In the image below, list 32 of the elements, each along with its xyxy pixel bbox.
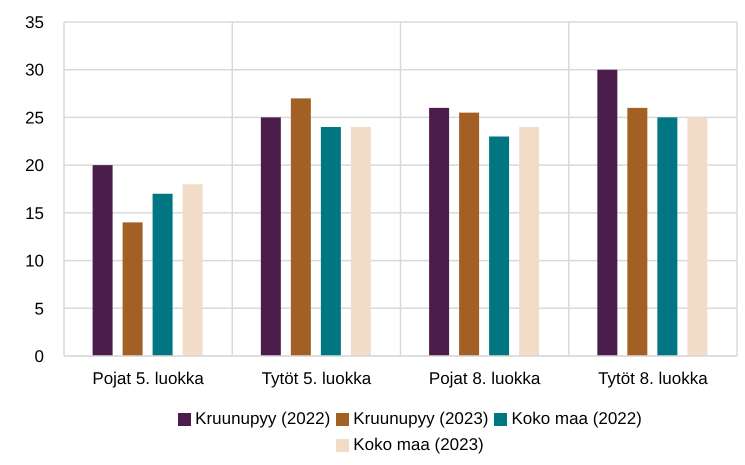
x-tick-label: Pojat 8. luokka bbox=[428, 369, 541, 388]
x-tick-label: Pojat 5. luokka bbox=[92, 369, 204, 388]
y-tick-label: 20 bbox=[25, 156, 44, 176]
bar bbox=[152, 194, 173, 356]
bar bbox=[657, 117, 678, 356]
legend-label: Koko maa (2023) bbox=[352, 434, 484, 456]
legend-label: Koko maa (2022) bbox=[510, 408, 642, 430]
bar bbox=[687, 117, 708, 356]
legend-label: Kruunupyy (2022) bbox=[194, 408, 330, 430]
y-tick-label: 35 bbox=[25, 13, 44, 32]
legend-label: Kruunupyy (2023) bbox=[352, 408, 488, 430]
x-tick-label: Tytöt 5. luokka bbox=[262, 369, 372, 388]
bar bbox=[597, 70, 618, 356]
bar bbox=[122, 222, 143, 356]
y-tick-label: 25 bbox=[25, 108, 44, 128]
bar bbox=[429, 108, 450, 356]
bar bbox=[350, 126, 371, 356]
bar bbox=[489, 136, 510, 356]
bar bbox=[182, 184, 203, 356]
bar bbox=[260, 117, 281, 356]
bar bbox=[459, 112, 480, 356]
bar bbox=[92, 165, 113, 356]
y-tick-label: 10 bbox=[25, 252, 44, 271]
bar bbox=[320, 126, 341, 356]
bar bbox=[290, 98, 311, 356]
bar bbox=[519, 126, 540, 356]
bar bbox=[627, 108, 648, 356]
y-tick-label: 15 bbox=[25, 204, 44, 223]
y-tick-label: 5 bbox=[34, 299, 44, 318]
y-tick-label: 30 bbox=[25, 60, 44, 80]
y-tick-label: 0 bbox=[34, 347, 44, 366]
x-tick-label: Tytöt 8. luokka bbox=[598, 369, 708, 388]
